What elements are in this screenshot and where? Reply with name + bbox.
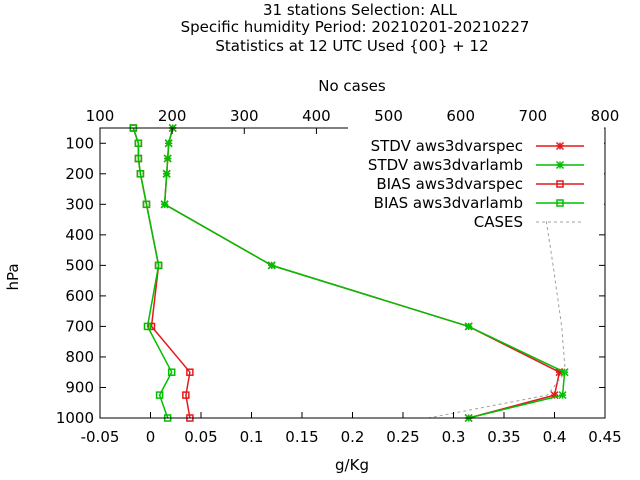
x-tick-label: -0.05 xyxy=(81,428,120,446)
y-tick-label: 400 xyxy=(65,226,94,244)
x2-tick-label: 600 xyxy=(446,107,475,125)
series-point xyxy=(155,391,164,399)
series-point xyxy=(186,368,194,376)
y-tick-label: 800 xyxy=(65,348,94,366)
y-tick-label: 500 xyxy=(65,256,94,274)
x2-tick-label: 800 xyxy=(591,107,620,125)
legend-marker xyxy=(555,160,565,170)
x-tick-label: 0 xyxy=(146,428,156,446)
legend-label: BIAS aws3dvarlamb xyxy=(374,194,523,212)
series-line xyxy=(163,127,566,419)
series-point xyxy=(560,368,569,377)
chart-title-line-1: 31 stations Selection: ALL xyxy=(263,1,458,19)
series-line xyxy=(132,127,173,419)
legend-background xyxy=(348,124,604,221)
y-tick-label: 700 xyxy=(65,317,94,335)
series-point xyxy=(164,139,173,148)
x2-axis-label: No cases xyxy=(318,77,386,95)
x2-tick-label: 500 xyxy=(374,107,403,125)
x-tick-label: 0.45 xyxy=(588,428,621,446)
legend-label: STDV aws3dvarspec xyxy=(371,137,523,155)
chart-title-line-2: Specific humidity Period: 20210201-20210… xyxy=(181,18,530,36)
series-point xyxy=(134,154,143,163)
x-axis-label: g/Kg xyxy=(335,456,369,474)
legend-label: CASES xyxy=(474,213,523,231)
x-tick-label: 0.05 xyxy=(184,428,217,446)
x2-tick-label: 700 xyxy=(519,107,548,125)
y-tick-label: 200 xyxy=(65,165,94,183)
series-point xyxy=(136,170,145,178)
legend-label: BIAS aws3dvarspec xyxy=(376,175,523,193)
x-tick-label: 0.4 xyxy=(543,428,567,446)
legend-label: STDV aws3dvarlamb xyxy=(368,156,523,174)
y-tick-label: 100 xyxy=(65,134,94,152)
x2-tick-label: 100 xyxy=(86,107,115,125)
x-tick-label: 0.1 xyxy=(240,428,264,446)
legend-marker xyxy=(556,199,564,207)
y-tick-label: 600 xyxy=(65,287,94,305)
x-tick-label: 0.3 xyxy=(442,428,466,446)
x-tick-label: 0.35 xyxy=(487,428,520,446)
series-point xyxy=(163,154,172,163)
x-tick-label: 0.15 xyxy=(285,428,318,446)
y-tick-label: 300 xyxy=(65,195,94,213)
x-tick-label: 0.2 xyxy=(341,428,365,446)
series-point xyxy=(154,261,163,270)
x2-tick-label: 300 xyxy=(230,107,259,125)
series-point xyxy=(160,200,169,209)
series-point xyxy=(162,169,171,178)
legend-marker xyxy=(555,141,565,151)
y-tick-label: 900 xyxy=(65,378,94,396)
x2-tick-label: 200 xyxy=(158,107,187,125)
x2-tick-label: 400 xyxy=(302,107,331,125)
series-3 xyxy=(129,124,176,422)
series-point xyxy=(143,322,152,331)
series-point xyxy=(464,322,473,331)
x-tick-label: 0.25 xyxy=(386,428,419,446)
chart-title-line-3: Statistics at 12 UTC Used {00} + 12 xyxy=(215,37,488,55)
series-point xyxy=(134,139,143,148)
y-tick-label: 1000 xyxy=(56,409,94,427)
series-point xyxy=(267,261,276,270)
series-point xyxy=(147,322,156,331)
series-point xyxy=(167,368,176,376)
legend-marker xyxy=(556,180,564,188)
series-point xyxy=(558,391,567,400)
series-point xyxy=(142,200,151,209)
series-point xyxy=(182,391,190,399)
y-axis-label: hPa xyxy=(4,263,22,290)
